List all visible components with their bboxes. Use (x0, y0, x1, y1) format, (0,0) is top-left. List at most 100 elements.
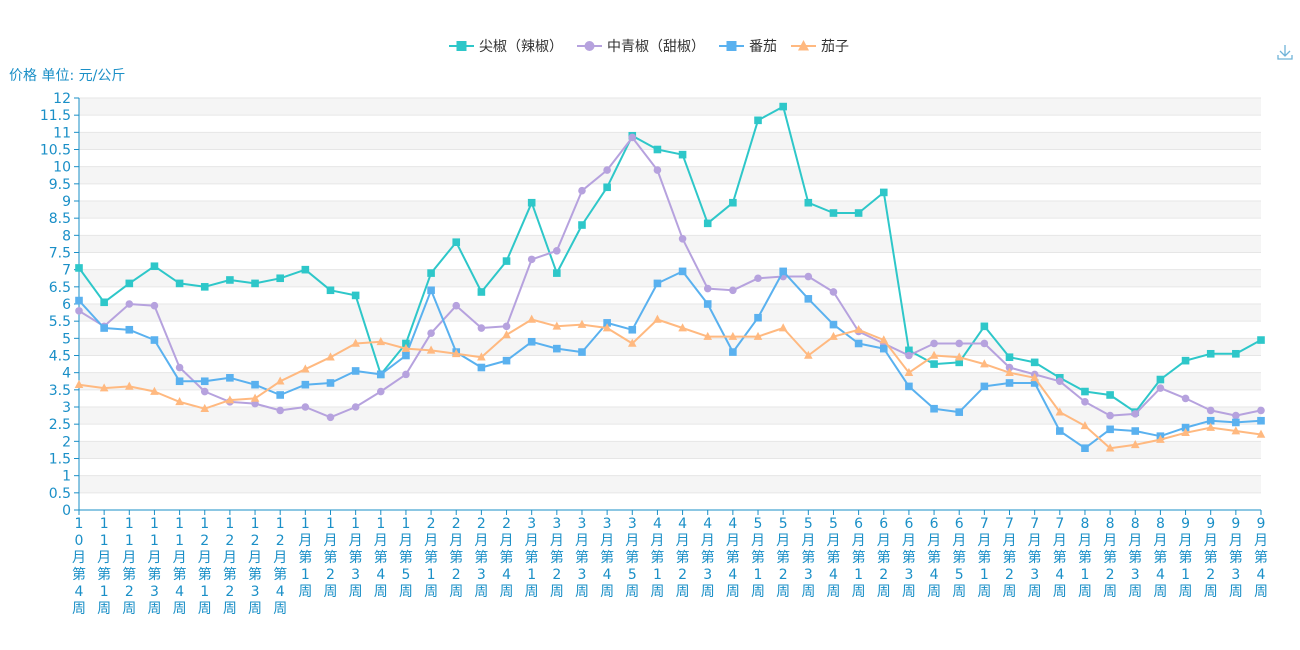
data-point (577, 319, 587, 328)
grid-band (79, 372, 1261, 390)
x-tick-label: 1 2 月第 2 周 (223, 516, 237, 617)
data-point (301, 403, 310, 411)
x-tick-label: 2 月第 3 周 (474, 516, 488, 600)
data-point (226, 276, 234, 284)
y-tick-label: 3.5 (49, 383, 71, 399)
grid-band (79, 235, 1261, 253)
data-point (729, 348, 737, 356)
data-point (427, 286, 435, 295)
data-point (452, 238, 461, 246)
y-tick-label: 7.5 (49, 246, 71, 262)
x-tick-label: 6 月第 3 周 (902, 516, 916, 600)
data-point (829, 288, 838, 296)
data-point (1106, 425, 1114, 434)
legend-item[interactable]: 尖椒（辣椒） (449, 39, 563, 55)
data-point (628, 133, 637, 142)
data-point (1206, 422, 1216, 431)
data-point (955, 339, 964, 348)
series-group (75, 267, 1265, 452)
y-tick-label: 12 (53, 91, 71, 107)
data-point (778, 323, 788, 332)
x-tick-label: 3 月第 3 周 (575, 516, 589, 600)
data-point (1056, 377, 1064, 386)
y-tick-label: 5.5 (49, 314, 71, 330)
data-point (351, 403, 360, 411)
data-point (578, 221, 586, 229)
x-tick-label: 1 2 月第 4 周 (273, 516, 287, 617)
data-point (578, 348, 586, 356)
x-tick-label: 5 月第 4 周 (826, 516, 840, 600)
legend[interactable]: 尖椒（辣椒） 中青椒（甜椒） 番茄 茄子 (449, 38, 849, 55)
data-point (753, 331, 763, 340)
series-line (78, 270, 1262, 450)
legend-item[interactable]: 茄子 (791, 38, 849, 55)
series-group (75, 133, 1265, 422)
data-point (779, 102, 787, 111)
data-point (754, 116, 762, 125)
data-point (603, 319, 611, 327)
legend-item[interactable]: 中青椒（甜椒） (577, 39, 705, 55)
data-point (1081, 444, 1089, 452)
y-tick-label: 10.5 (40, 143, 71, 159)
data-point (502, 330, 511, 339)
data-point (905, 382, 913, 391)
grid-band (79, 475, 1261, 493)
data-point (351, 291, 360, 300)
data-point (1005, 379, 1014, 387)
data-point (451, 348, 461, 358)
data-point (175, 377, 184, 386)
data-point (653, 279, 662, 288)
data-point (200, 377, 209, 386)
data-point (225, 395, 235, 404)
data-point (603, 183, 611, 192)
data-point (200, 283, 209, 291)
data-point (980, 359, 989, 368)
data-point (74, 379, 84, 388)
data-point (1181, 423, 1190, 432)
grid-band (79, 98, 1261, 116)
data-point (930, 339, 938, 348)
legend-swatch-marker (584, 41, 595, 51)
data-point (1106, 391, 1114, 399)
data-point (351, 367, 360, 375)
data-point (1105, 443, 1115, 452)
data-point (402, 351, 410, 360)
data-point (653, 145, 662, 154)
data-point (1056, 427, 1064, 435)
x-tick-label: 3 月第 1 周 (525, 516, 539, 600)
data-point (854, 324, 863, 334)
grid-band (79, 441, 1261, 459)
data-point (678, 267, 687, 276)
data-point (603, 166, 611, 174)
series-line (78, 318, 1262, 450)
x-tick-label: 5 月第 3 周 (801, 516, 815, 600)
data-point (301, 265, 310, 274)
x-tick-label: 6 月第 5 周 (952, 516, 966, 600)
data-point (477, 324, 486, 332)
data-point (1005, 367, 1014, 376)
data-point (779, 267, 787, 276)
series-group (75, 102, 1265, 416)
download-icon[interactable] (1275, 42, 1295, 62)
legend-item[interactable]: 番茄 (719, 38, 777, 55)
data-point (1257, 416, 1265, 425)
data-point (1081, 387, 1089, 396)
data-point (1030, 358, 1039, 367)
data-point (1156, 434, 1165, 443)
y-axis-ticks: 00.511.522.533.544.555.566.577.588.599.5… (40, 91, 80, 519)
y-tick-label: 4 (62, 366, 71, 382)
data-point (1081, 398, 1089, 406)
data-point (552, 321, 562, 330)
data-point (1206, 406, 1215, 415)
data-point (1156, 384, 1165, 392)
x-tick-label: 1 月第 3 周 (349, 516, 363, 600)
data-point (402, 370, 410, 379)
x-tick-label: 1 月第 1 周 (298, 516, 312, 600)
data-point (955, 358, 964, 367)
grid-band (79, 132, 1261, 150)
x-tick-label: 4 月第 4 周 (726, 516, 740, 600)
data-point (175, 363, 184, 372)
y-tick-label: 3 (62, 400, 71, 416)
data-point (326, 413, 335, 422)
y-tick-label: 1.5 (49, 452, 71, 468)
